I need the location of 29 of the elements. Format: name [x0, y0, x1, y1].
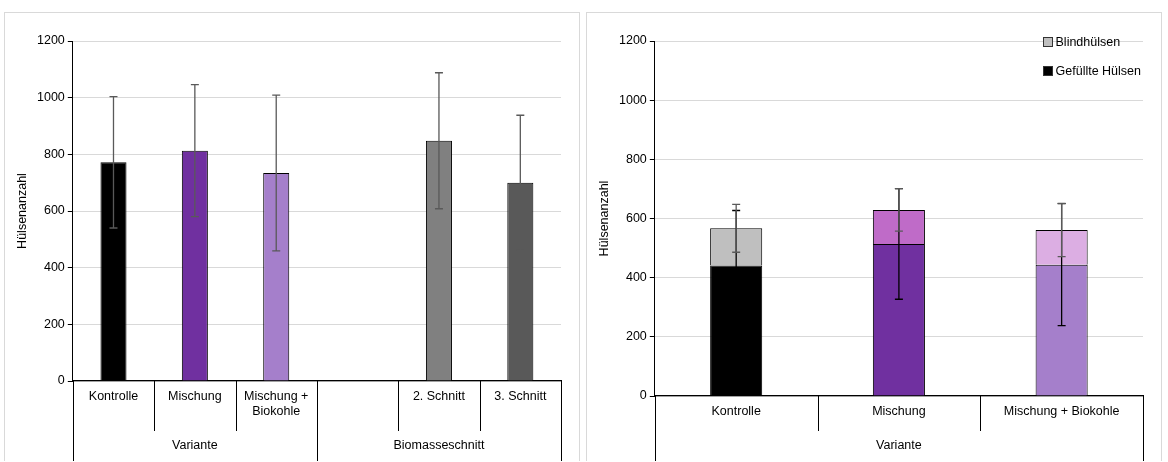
y-axis-title: Hülsenanzahl: [596, 180, 611, 257]
text: Biomasseschnitt: [393, 438, 485, 453]
legend-label: Blindhülsen: [1055, 35, 1121, 49]
x-tick-label: Mischung: [168, 388, 222, 403]
y-tick-label: 600: [625, 210, 647, 225]
x-tick-label: Kontrolle: [88, 388, 139, 403]
text: Variante: [876, 438, 922, 453]
y-tick-label: 0: [639, 388, 647, 403]
x-tick-label: 2. Schnitt: [412, 388, 466, 403]
y-tick-label: 1000: [619, 92, 647, 107]
y-tick-label: 800: [43, 146, 65, 161]
y-tick-label: 1200: [619, 33, 647, 48]
y-tick-label: 800: [625, 151, 647, 166]
y-axis-title: Hülsenanzahl: [14, 173, 29, 249]
y-tick-label: 1200: [37, 33, 65, 48]
y-tick-label: 0: [57, 373, 65, 388]
y-tick-label: 400: [43, 260, 65, 275]
x-tick-label: Kontrolle: [711, 403, 761, 418]
x-tick-label: Mischung + Biokohle: [244, 388, 309, 418]
x-tick-label: Mischung + Biokohle: [1003, 403, 1120, 418]
x-tick-label: 3. Schnitt: [494, 388, 547, 403]
x-tick-label: Mischung: [872, 403, 926, 418]
legend-label: Gefüllte Hülsen: [1055, 64, 1141, 78]
y-tick-label: 1000: [37, 90, 65, 105]
y-tick-label: 200: [43, 316, 65, 331]
text: Variante: [172, 438, 218, 453]
y-tick-label: 600: [43, 203, 65, 218]
y-tick-label: 200: [625, 329, 647, 344]
y-tick-label: 400: [625, 270, 647, 285]
